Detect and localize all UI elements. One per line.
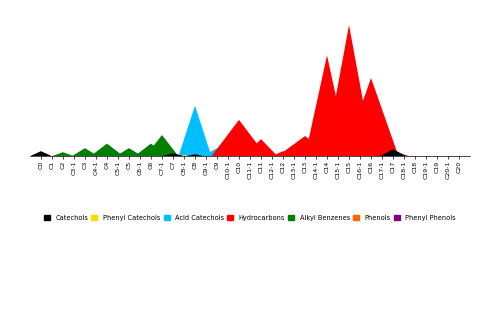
Polygon shape (212, 120, 266, 156)
Polygon shape (305, 55, 349, 156)
Polygon shape (344, 78, 398, 156)
Polygon shape (376, 151, 410, 156)
Legend: Catechols, Phenyl Catechols, Acid Catechols, Hydrocarbons, Alkyl Benzenes, Pheno: Catechols, Phenyl Catechols, Acid Catech… (42, 212, 459, 224)
Polygon shape (278, 136, 332, 156)
Polygon shape (134, 144, 168, 156)
Polygon shape (178, 106, 212, 156)
Polygon shape (325, 25, 373, 156)
Polygon shape (202, 148, 232, 156)
Polygon shape (186, 154, 204, 156)
Polygon shape (217, 153, 239, 156)
Polygon shape (178, 155, 190, 156)
Polygon shape (272, 151, 294, 156)
Polygon shape (52, 152, 74, 156)
Polygon shape (146, 135, 178, 156)
Polygon shape (162, 153, 184, 156)
Polygon shape (30, 151, 52, 156)
Polygon shape (244, 139, 278, 156)
Polygon shape (90, 144, 124, 156)
Polygon shape (380, 149, 406, 156)
Polygon shape (72, 148, 98, 156)
Polygon shape (116, 148, 142, 156)
